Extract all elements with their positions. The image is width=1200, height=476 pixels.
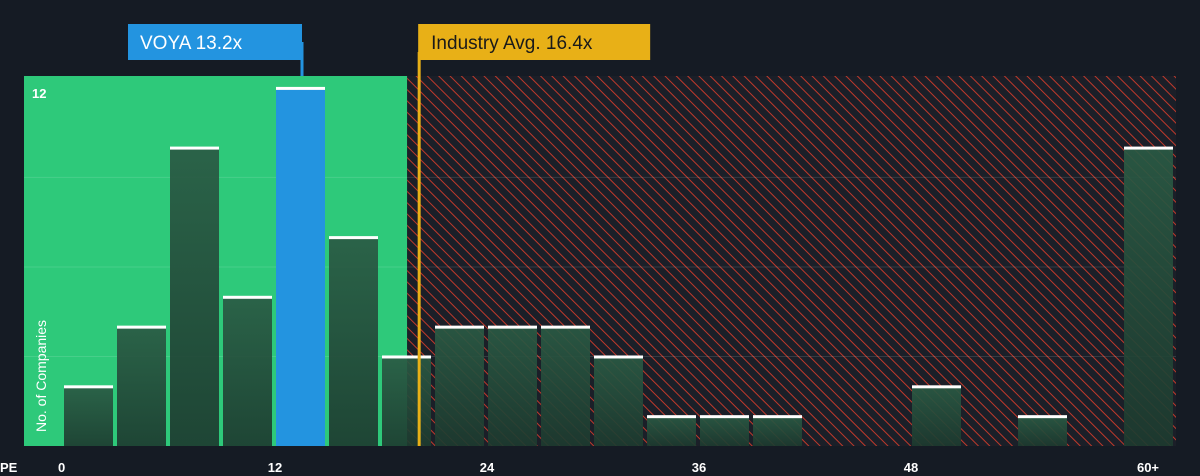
bar (912, 386, 961, 446)
bar (117, 326, 166, 446)
bar (64, 386, 113, 446)
x-tick-label: 48 (904, 460, 918, 475)
bar (382, 356, 431, 446)
bar (1018, 416, 1067, 446)
bar-cap (488, 325, 537, 329)
y-tick-label: 12 (32, 86, 46, 101)
bar (435, 326, 484, 446)
bar (488, 326, 537, 446)
voya-callout-label: VOYA 13.2x (140, 33, 243, 54)
x-axis-label: PE (0, 460, 18, 475)
bar (541, 326, 590, 446)
bar-cap (1124, 146, 1173, 150)
industry-callout-label: Industry Avg. 16.4x (431, 33, 593, 54)
bar-cap (117, 325, 166, 329)
industry-callout-box (418, 24, 651, 60)
bar-cap (753, 415, 802, 419)
bar (647, 416, 696, 446)
x-tick-label: 0 (58, 460, 65, 475)
bar (594, 356, 643, 446)
bar-cap (700, 415, 749, 419)
x-tick-label: 24 (480, 460, 495, 475)
voya-callout-box (128, 24, 302, 60)
bar-cap (541, 325, 590, 329)
bar (329, 237, 378, 446)
bar-cap (170, 146, 219, 150)
y-axis-label: No. of Companies (33, 320, 49, 432)
x-tick-label: 60+ (1137, 460, 1159, 475)
bar (170, 147, 219, 447)
bar (1124, 147, 1173, 447)
x-tick-label: 12 (268, 460, 282, 475)
bar-cap (64, 385, 113, 389)
bar-cap (1018, 415, 1067, 419)
bar-cap (435, 325, 484, 329)
bar-cap (912, 385, 961, 389)
bar-cap (329, 236, 378, 240)
bar-cap (223, 295, 272, 299)
bar (753, 416, 802, 446)
x-tick-label: 36 (692, 460, 706, 475)
bar-cap (594, 355, 643, 359)
bar-cap (276, 86, 325, 90)
bar-cap (382, 355, 431, 359)
bar (700, 416, 749, 446)
bar-voya (276, 87, 325, 447)
bar (223, 296, 272, 446)
bar-cap (647, 415, 696, 419)
